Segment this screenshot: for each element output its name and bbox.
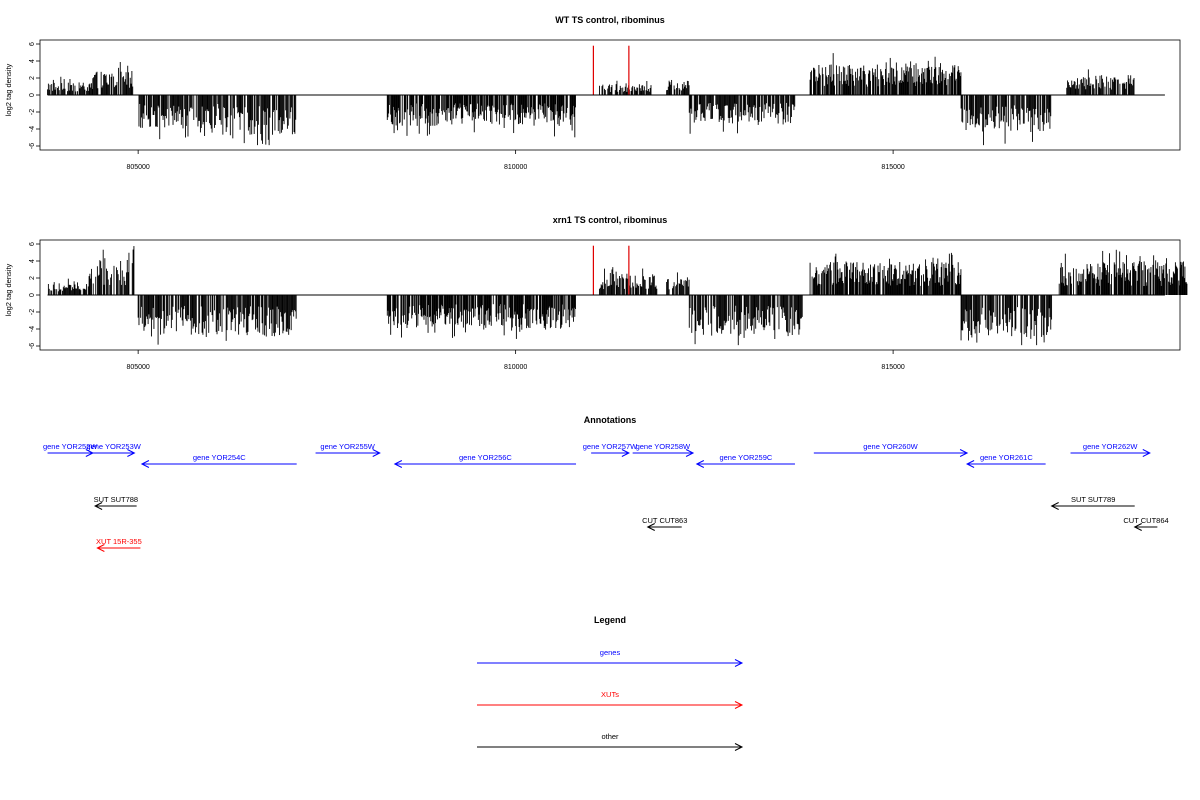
feature-label: gene YOR259C — [719, 453, 772, 462]
highlight-bars — [592, 245, 630, 295]
feature-label: gene YOR261C — [980, 453, 1033, 462]
arrowhead — [959, 449, 969, 457]
track-panel-wt: WT TS control, ribominus log2 tag densit… — [4, 15, 1181, 171]
legend-item: genes — [477, 648, 744, 667]
arrowhead — [965, 460, 975, 468]
feature-arrow: gene YOR253W — [86, 442, 142, 457]
feature-label: CUT CUT864 — [1123, 516, 1168, 525]
feature-arrow: gene YOR257W — [583, 442, 638, 457]
arrowhead — [685, 449, 695, 457]
y-axis-label: log2 tag density — [4, 63, 13, 116]
feature-label: gene YOR256C — [459, 453, 512, 462]
annotations-title: Annotations — [584, 415, 637, 425]
y-tick-label: 0 — [29, 293, 36, 297]
y-tick-label: 0 — [29, 93, 36, 97]
legend-items: genes XUTs other — [477, 648, 744, 751]
legend-label: other — [601, 732, 619, 741]
feature-label: gene YOR252W — [43, 442, 98, 451]
density-bars — [47, 246, 1188, 346]
panel-title: WT TS control, ribominus — [555, 15, 665, 25]
track-panel-xrn1: xrn1 TS control, ribominus log2 tag dens… — [4, 215, 1188, 371]
x-tick-label: 810000 — [504, 164, 527, 171]
highlight-bars — [592, 45, 630, 95]
arrowhead — [1142, 449, 1151, 457]
feature-arrow: gene YOR258W — [632, 442, 695, 457]
x-tick-label: 815000 — [881, 164, 904, 171]
arrowhead — [393, 460, 403, 468]
y-tick-label: -2 — [29, 309, 36, 315]
arrowhead — [1133, 523, 1142, 531]
legend-label: XUTs — [601, 690, 619, 699]
y-tick-label: -2 — [29, 109, 36, 115]
x-tick-label: 815000 — [881, 364, 904, 371]
arrowhead — [93, 502, 103, 510]
arrowhead — [127, 449, 136, 457]
feature-label: gene YOR262W — [1083, 442, 1138, 451]
feature-label: gene YOR257W — [583, 442, 638, 451]
arrowhead — [695, 460, 705, 468]
y-tick-label: 6 — [29, 242, 36, 246]
feature-arrow: XUT 15R-355 — [96, 537, 142, 552]
feature-label: SUT SUT789 — [1071, 495, 1115, 504]
feature-arrow: gene YOR254C — [140, 453, 297, 468]
y-tick-label: 4 — [29, 259, 36, 263]
feature-label: gene YOR255W — [320, 442, 375, 451]
feature-arrow: gene YOR262W — [1070, 442, 1151, 457]
feature-arrow: gene YOR255W — [315, 442, 381, 457]
arrowhead — [1050, 502, 1059, 510]
x-tick-label: 805000 — [126, 164, 149, 171]
y-tick-label: 2 — [29, 276, 36, 280]
feature-arrow: SUT SUT788 — [94, 495, 138, 510]
legend: Legend genes XUTs other — [477, 615, 744, 751]
feature-arrow: gene YOR261C — [965, 453, 1046, 468]
legend-arrowhead — [734, 659, 744, 667]
feature-arrow: gene YOR259C — [695, 453, 795, 468]
feature-label: XUT 15R-355 — [96, 537, 142, 546]
density-bars — [47, 53, 1135, 146]
feature-label: gene YOR254C — [193, 453, 246, 462]
legend-item: XUTs — [477, 690, 744, 709]
feature-arrow: gene YOR256C — [393, 453, 577, 468]
y-axis-label: log2 tag density — [4, 263, 13, 316]
y-tick-label: -4 — [29, 326, 36, 332]
y-tick-label: 2 — [29, 76, 36, 80]
y-tick-label: -6 — [29, 343, 36, 349]
feature-label: gene YOR253W — [86, 442, 141, 451]
y-tick-label: 6 — [29, 42, 36, 46]
legend-item: other — [477, 732, 744, 751]
panel-title: xrn1 TS control, ribominus — [553, 215, 668, 225]
y-tick-label: -4 — [29, 126, 36, 132]
legend-title: Legend — [594, 615, 626, 625]
y-tick-label: 4 — [29, 59, 36, 63]
feature-label: gene YOR258W — [636, 442, 691, 451]
x-tick-label: 810000 — [504, 364, 527, 371]
arrowhead — [96, 544, 105, 552]
y-tick-label: -6 — [29, 143, 36, 149]
arrowhead — [646, 523, 655, 531]
arrowhead — [372, 449, 381, 457]
feature-label: SUT SUT788 — [94, 495, 138, 504]
x-ticks: 805000 810000 815000 — [126, 150, 905, 171]
feature-label: CUT CUT863 — [642, 516, 687, 525]
y-ticks: -6 -4 -2 0 2 4 6 — [29, 42, 40, 149]
feature-arrow: SUT SUT789 — [1050, 495, 1135, 510]
feature-arrow: CUT CUT864 — [1123, 516, 1169, 531]
arrowhead — [621, 449, 630, 457]
legend-label: genes — [600, 648, 621, 657]
legend-arrowhead — [734, 701, 744, 709]
feature-arrow: CUT CUT863 — [642, 516, 687, 531]
feature-label: gene YOR260W — [863, 442, 918, 451]
x-ticks: 805000 810000 815000 — [126, 350, 905, 371]
arrowhead — [140, 460, 150, 468]
legend-arrowhead — [734, 743, 744, 751]
y-ticks: -6 -4 -2 0 2 4 6 — [29, 242, 40, 349]
x-tick-label: 805000 — [126, 364, 149, 371]
feature-arrow: gene YOR260W — [813, 442, 969, 457]
